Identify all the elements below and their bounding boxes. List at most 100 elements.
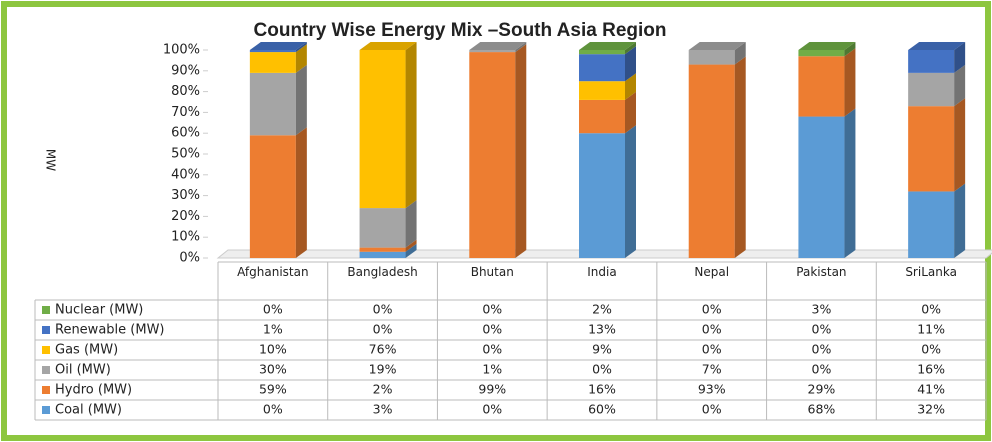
data-label: 2%	[592, 302, 612, 317]
y-tick-label: 30%	[171, 188, 200, 203]
category-header-box: Pakistan	[796, 265, 846, 279]
bar-side	[405, 239, 417, 252]
data-label: 16%	[588, 382, 616, 397]
bar-segment	[908, 50, 955, 73]
bar-segment	[579, 50, 625, 55]
category-header-box: Nepal	[694, 265, 730, 279]
y-tick-label: 20%	[171, 209, 200, 224]
data-label: 11%	[917, 322, 945, 337]
bar-top	[798, 42, 856, 50]
legend-swatch	[42, 366, 50, 374]
data-label: 0%	[812, 362, 832, 377]
bar-top	[469, 42, 527, 50]
y-tick-label: 70%	[171, 105, 200, 120]
data-label: 0%	[702, 302, 722, 317]
bar-top	[908, 42, 966, 50]
data-label: 93%	[698, 382, 726, 397]
bar-side	[625, 46, 636, 82]
data-label: 19%	[369, 362, 397, 377]
bar-side	[625, 73, 636, 100]
chart-title: Country Wise Energy Mix –South Asia Regi…	[254, 20, 667, 41]
y-tick-label: 60%	[171, 126, 200, 141]
data-label: 59%	[259, 382, 287, 397]
data-label: 0%	[812, 322, 832, 337]
bar-segment	[579, 99, 625, 134]
data-label: 1%	[482, 362, 502, 377]
data-label: 0%	[263, 302, 283, 317]
bar-side	[844, 48, 856, 117]
bar-segment	[359, 50, 406, 209]
bar-side	[734, 42, 746, 65]
category-header-box: SriLanka	[905, 265, 957, 279]
x-tick-label: India	[587, 265, 617, 279]
bar-segment	[249, 135, 296, 258]
data-label: 0%	[373, 302, 393, 317]
legend-swatch	[42, 306, 50, 314]
data-label: 2%	[373, 382, 393, 397]
bar-segment	[798, 116, 845, 258]
data-label: 41%	[917, 382, 945, 397]
bar-segment	[688, 64, 735, 258]
bar-segment	[249, 50, 296, 53]
legend-label: Hydro (MW)	[55, 383, 132, 398]
data-label: 1%	[263, 322, 283, 337]
data-label: 0%	[263, 402, 283, 417]
x-tick-label: Afghanistan	[237, 265, 309, 279]
bar-side	[844, 42, 856, 57]
data-label: 13%	[588, 322, 616, 337]
data-label: 99%	[478, 382, 506, 397]
data-label: 0%	[921, 302, 941, 317]
bar-segment	[798, 50, 845, 57]
bar-side	[295, 42, 307, 53]
data-label: 0%	[482, 302, 502, 317]
bar-top	[359, 42, 417, 50]
data-label: 0%	[592, 362, 612, 377]
bar-side	[844, 108, 856, 258]
x-tick-label: Nepal	[694, 265, 730, 279]
data-label: 29%	[808, 382, 836, 397]
bar-segment	[469, 52, 516, 258]
legend-swatch	[42, 406, 50, 414]
x-tick-label: SriLanka	[905, 265, 957, 279]
x-tick-label: Bangladesh	[347, 265, 418, 279]
bar-segment	[359, 251, 406, 258]
y-axis-label: MW	[44, 149, 58, 171]
bar-side	[625, 125, 636, 258]
bar-segment	[908, 106, 955, 192]
data-label: 32%	[917, 402, 945, 417]
bar-segment	[579, 54, 625, 82]
y-tick-label: 0%	[179, 251, 200, 266]
y-tick-label: 50%	[171, 147, 200, 162]
legend-label: Coal (MW)	[55, 403, 122, 418]
bar-side	[734, 56, 746, 259]
data-label: 0%	[482, 402, 502, 417]
category-header-box: Bangladesh	[347, 265, 418, 279]
bar-segment	[908, 72, 955, 107]
bar-side	[954, 42, 966, 73]
category-header-box: Afghanistan	[237, 265, 309, 279]
bar-side	[515, 42, 527, 53]
data-label: 7%	[702, 362, 722, 377]
data-label: 0%	[702, 342, 722, 357]
bar-segment	[798, 56, 845, 117]
x-tick-label: Bhutan	[470, 265, 514, 279]
bar-top	[688, 42, 746, 50]
data-label: 10%	[259, 342, 287, 357]
legend-label: Oil (MW)	[55, 363, 111, 378]
bar-side	[405, 42, 417, 209]
bar-segment	[359, 208, 406, 248]
y-tick-label: 80%	[171, 84, 200, 99]
legend-label: Nuclear (MW)	[55, 303, 143, 318]
bar-side	[954, 183, 966, 258]
bar-side	[625, 42, 636, 55]
data-label: 9%	[592, 342, 612, 357]
bar-side	[515, 44, 527, 258]
data-label: 68%	[808, 402, 836, 417]
bar-segment	[579, 133, 625, 258]
bar-segment	[579, 81, 625, 100]
bar-segment	[249, 72, 296, 136]
bar-side	[295, 64, 307, 136]
bar-side	[405, 200, 417, 248]
bar-side	[405, 243, 417, 258]
